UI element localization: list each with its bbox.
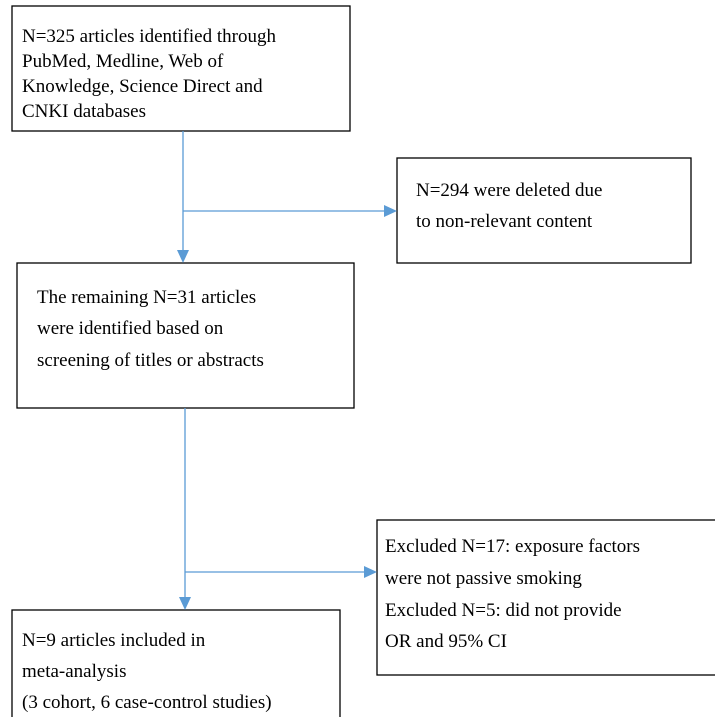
box-text: to non-relevant content xyxy=(416,211,593,232)
box-text: were not passive smoking xyxy=(385,568,582,589)
box-screened xyxy=(16,262,355,409)
box-text: OR and 95% CI xyxy=(385,631,507,652)
box-included xyxy=(11,609,341,717)
box-text: (3 cohort, 6 case-control studies) xyxy=(22,692,272,713)
box-text: Excluded N=5: did not provide xyxy=(385,600,622,621)
arrow-head xyxy=(179,597,191,610)
box-text: Excluded N=17: exposure factors xyxy=(385,536,640,557)
box-text: screening of titles or abstracts xyxy=(37,350,264,371)
arrow-head xyxy=(177,250,189,263)
box-text: meta-analysis xyxy=(22,661,126,682)
box-text: The remaining N=31 articles xyxy=(37,287,256,308)
arrow-head xyxy=(384,205,397,217)
box-text: Knowledge, Science Direct and xyxy=(22,76,263,97)
box-identified xyxy=(11,5,351,132)
box-text: N=294 were deleted due xyxy=(416,180,602,201)
box-text: CNKI databases xyxy=(22,101,146,122)
box-deleted xyxy=(396,157,692,264)
arrow-head xyxy=(364,566,377,578)
box-text: were identified based on xyxy=(37,318,224,339)
box-text: N=325 articles identified through xyxy=(22,26,276,47)
box-text: PubMed, Medline, Web of xyxy=(22,51,224,72)
box-text: N=9 articles included in xyxy=(22,630,206,651)
box-excluded xyxy=(376,519,715,676)
